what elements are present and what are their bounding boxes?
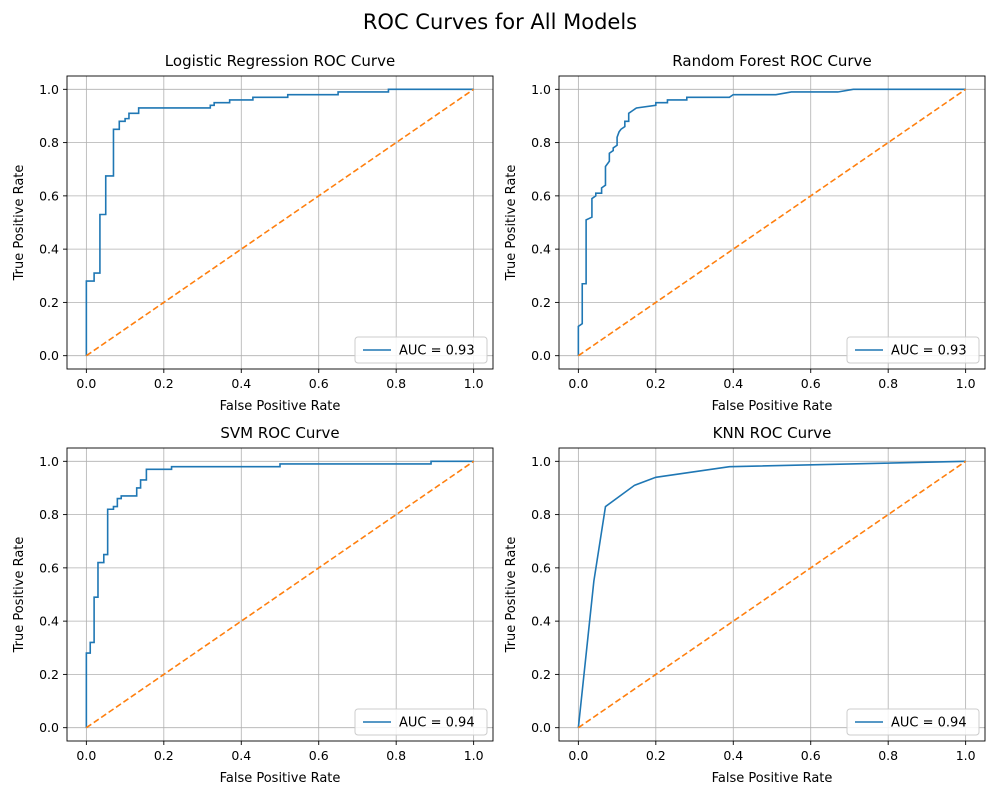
y-tick-label: 0.4 bbox=[531, 242, 551, 257]
plot-frame bbox=[558, 75, 986, 370]
panel-title: Random Forest ROC Curve bbox=[672, 52, 871, 70]
legend-label: AUC = 0.94 bbox=[399, 716, 475, 731]
y-tick-label: 0.4 bbox=[39, 242, 59, 257]
y-tick-label: 1.0 bbox=[39, 82, 59, 97]
panel-title: KNN ROC Curve bbox=[713, 424, 832, 442]
y-tick-label: 0.8 bbox=[531, 135, 551, 150]
x-tick-label: 1.0 bbox=[956, 376, 976, 391]
y-axis-label: True Positive Rate bbox=[12, 537, 27, 654]
figure-title: ROC Curves for All Models bbox=[362, 10, 638, 34]
x-tick-label: 0.0 bbox=[76, 376, 96, 391]
plot-frame bbox=[66, 75, 494, 370]
chance-line bbox=[577, 88, 967, 357]
y-axis-label: True Positive Rate bbox=[504, 165, 519, 282]
y-tick-label: 0.6 bbox=[39, 560, 59, 575]
y-tick-label: 1.0 bbox=[39, 454, 59, 469]
y-axis-label: True Positive Rate bbox=[504, 537, 519, 654]
panel-title: Logistic Regression ROC Curve bbox=[165, 52, 395, 70]
x-tick-label: 0.4 bbox=[231, 748, 251, 763]
plot-frame bbox=[66, 447, 494, 742]
x-tick-label: 0.2 bbox=[154, 748, 174, 763]
y-tick-label: 0.0 bbox=[531, 720, 551, 735]
x-tick-label: 0.0 bbox=[76, 748, 96, 763]
panel-0: 0.0 0.2 0.4 0.6 0.8 1.0 0.0 0.2 0.4 0.6 0.8 1.0 Logi… bbox=[12, 52, 494, 414]
y-tick-label: 0.6 bbox=[531, 188, 551, 203]
x-tick-label: 0.8 bbox=[386, 376, 406, 391]
y-tick-label: 0.8 bbox=[531, 507, 551, 522]
x-tick-label: 0.6 bbox=[801, 748, 821, 763]
roc-curve bbox=[85, 460, 474, 728]
y-tick-label: 0.8 bbox=[39, 135, 59, 150]
chance-line bbox=[577, 460, 967, 729]
legend-label: AUC = 0.94 bbox=[891, 716, 967, 731]
x-tick-label: 0.2 bbox=[154, 376, 174, 391]
x-tick-label: 0.4 bbox=[231, 376, 251, 391]
legend-box bbox=[354, 708, 488, 736]
x-tick-label: 0.6 bbox=[309, 748, 329, 763]
y-tick-label: 0.4 bbox=[39, 614, 59, 629]
panel-3: 0.0 0.2 0.4 0.6 0.8 1.0 0.0 0.2 0.4 0.6 0.8 1.0 KNN … bbox=[504, 424, 986, 786]
roc-curve bbox=[577, 88, 966, 356]
y-tick-label: 0.0 bbox=[39, 348, 59, 363]
x-tick-label: 0.6 bbox=[309, 376, 329, 391]
x-tick-label: 0.8 bbox=[878, 376, 898, 391]
y-tick-label: 0.2 bbox=[39, 667, 59, 682]
x-axis-label: False Positive Rate bbox=[712, 399, 833, 414]
x-tick-label: 0.4 bbox=[723, 748, 743, 763]
chance-line bbox=[85, 460, 475, 729]
x-tick-label: 0.2 bbox=[646, 376, 666, 391]
legend-box bbox=[846, 708, 980, 736]
x-tick-label: 1.0 bbox=[956, 748, 976, 763]
x-tick-label: 0.2 bbox=[646, 748, 666, 763]
x-axis-label: False Positive Rate bbox=[712, 771, 833, 786]
roc-curve bbox=[85, 88, 474, 356]
y-tick-label: 1.0 bbox=[531, 82, 551, 97]
chance-line bbox=[85, 88, 475, 357]
y-tick-label: 0.4 bbox=[531, 614, 551, 629]
y-tick-label: 0.2 bbox=[531, 295, 551, 310]
y-tick-label: 0.8 bbox=[39, 507, 59, 522]
x-tick-label: 1.0 bbox=[464, 376, 484, 391]
y-tick-label: 0.2 bbox=[39, 295, 59, 310]
panel-1: 0.0 0.2 0.4 0.6 0.8 1.0 0.0 0.2 0.4 0.6 0.8 1.0 Rand… bbox=[504, 52, 986, 414]
x-tick-label: 1.0 bbox=[464, 748, 484, 763]
plot-frame bbox=[558, 447, 986, 742]
y-axis-label: True Positive Rate bbox=[12, 165, 27, 282]
y-tick-label: 0.0 bbox=[531, 348, 551, 363]
panel-title: SVM ROC Curve bbox=[220, 424, 339, 442]
y-tick-label: 0.0 bbox=[39, 720, 59, 735]
roc-curve bbox=[577, 460, 966, 728]
x-tick-label: 0.0 bbox=[568, 376, 588, 391]
x-tick-label: 0.4 bbox=[723, 376, 743, 391]
x-tick-label: 0.0 bbox=[568, 748, 588, 763]
y-tick-label: 0.2 bbox=[531, 667, 551, 682]
x-axis-label: False Positive Rate bbox=[220, 771, 341, 786]
legend-label: AUC = 0.93 bbox=[399, 344, 475, 359]
x-tick-label: 0.8 bbox=[878, 748, 898, 763]
legend-box bbox=[846, 336, 980, 364]
legend-label: AUC = 0.93 bbox=[891, 344, 967, 359]
legend-box bbox=[354, 336, 488, 364]
x-axis-label: False Positive Rate bbox=[220, 399, 341, 414]
x-tick-label: 0.6 bbox=[801, 376, 821, 391]
y-tick-label: 0.6 bbox=[531, 560, 551, 575]
y-tick-label: 1.0 bbox=[531, 454, 551, 469]
x-tick-label: 0.8 bbox=[386, 748, 406, 763]
panel-2: 0.0 0.2 0.4 0.6 0.8 1.0 0.0 0.2 0.4 0.6 0.8 1.0 SVM … bbox=[12, 424, 494, 786]
y-tick-label: 0.6 bbox=[39, 188, 59, 203]
